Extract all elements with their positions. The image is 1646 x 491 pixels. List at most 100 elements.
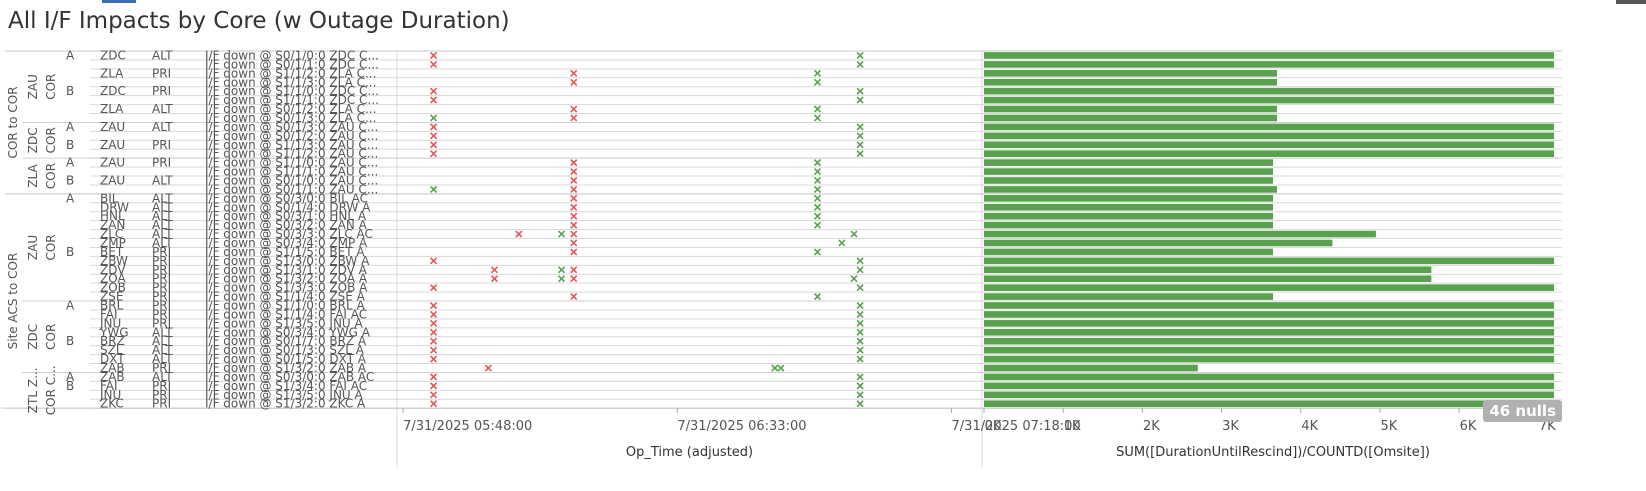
down-mark [429,123,438,131]
rescind-mark [813,185,822,193]
row-role-label: ALT [152,325,173,339]
down-mark [570,176,578,185]
down-mark [429,87,438,95]
rescind-mark [856,310,864,319]
rescind-mark [557,275,566,283]
rescind-mark [856,391,864,399]
row-role-label: ALT [152,173,173,187]
bar-x-axis-label: SUM([DurationUntilRescind])/COUNTD([Omsi… [1116,445,1430,460]
down-mark [490,275,499,283]
rescind-mark [429,114,438,122]
row-role-label: ALT [152,191,173,205]
row-role-label: PRI [152,84,171,98]
row-interface-label: I/F down @ S0/1/0:0 ZAU C... [205,173,378,187]
group-label: Site ACS to COR [6,253,20,350]
duration-bar [984,355,1555,363]
down-mark [429,328,438,336]
bar-chart [984,52,1555,408]
down-mark [429,301,438,310]
rescind-mark [557,266,566,274]
rescind-mark [777,364,785,372]
nulls-indicator[interactable]: 46 nulls [1483,400,1562,422]
row-role-label: PRI [152,66,171,80]
row-interface-label: I/F down @ S0/1/3:0 ZAU C... [205,120,378,134]
row-interface-label: I/F down @ S1/3/3:0 ZOB A [205,281,368,295]
x-tick-label: 7/31/2025 05:48:00 [403,419,532,434]
subgroup-label: COR C... [44,365,58,415]
rescind-mark [771,364,779,372]
row-role-label: ALT [152,200,173,214]
duration-bar [984,302,1555,309]
down-mark [429,373,438,381]
row-site-label: BRL [100,299,124,313]
rescind-mark [856,328,864,336]
row-ab-label: B [66,379,74,393]
row-site-label: DRW [100,200,129,214]
down-mark [570,69,578,77]
row-role-label: PRI [152,245,171,259]
subgroup-label: COR [44,74,58,100]
duration-bar [984,150,1555,157]
down-mark [570,266,578,274]
down-mark [429,51,438,60]
duration-bar [984,186,1277,193]
row-role-label: PRI [152,263,171,277]
duration-bar [984,382,1555,390]
duration-bar [984,391,1555,399]
duration-bar [984,141,1555,149]
row-ab-label: B [66,84,74,98]
group-label: COR to COR [6,86,20,158]
row-ab-label: A [66,48,75,62]
duration-bar [984,337,1555,345]
row-ab-label: A [66,120,75,134]
rescind-mark [813,159,822,167]
row-interface-label: I/F down @ S1/1/4:0 ZSE A [205,290,366,304]
down-mark [429,337,438,345]
row-ab-label: A [66,156,75,170]
rescind-mark [850,275,858,283]
row-interface-label: I/F down @ S1/3/5:0 JNU A [205,316,364,330]
row-site-label: FAI [100,307,118,321]
down-mark [570,221,578,229]
subgroup-label: ZDC [26,324,40,350]
row-interface-label: I/F down @ S0/3/0:0 ZAB AC [205,370,374,384]
row-interface-label: I/F down @ S1/1/2:0 ZAU C... [205,147,378,161]
duration-bar [984,123,1555,131]
rescind-mark [813,212,822,220]
duration-bar [984,239,1333,247]
row-site-label: ZAU [100,120,125,134]
row-interface-label: I/F down @ S1/1/3:0 ZLA C... [205,75,376,89]
row-site-label: ZAU [100,173,125,187]
row-site-label: ZKC [100,397,124,411]
subgroup-label: COR [44,324,58,350]
row-site-label: ZAB [100,361,125,375]
row-site-label: BIL [100,191,119,205]
scatter-plot [429,51,864,408]
row-site-label: ZDC [100,48,126,62]
down-mark [429,346,438,354]
down-mark [570,293,578,301]
row-role-label: ALT [152,218,173,232]
duration-bar [984,70,1277,77]
rescind-mark [856,337,864,345]
bar-tick-label: 4K [1301,419,1318,434]
axes: 7/31/2025 05:48:00 7/31/2025 06:33:00 7/31… [402,408,1556,460]
row-interface-label: I/F down @ S1/1/1:0 ZAU C... [205,165,378,179]
row-interface-label: I/F down @ S0/3/1:0 HNL A [205,209,367,223]
subgroup-label: COR [44,234,58,260]
down-mark [515,230,523,238]
row-role-label: PRI [152,316,171,330]
header-accent-mark [102,0,136,3]
row-interface-label: I/F down @ S0/1/3:0 SZL A [205,343,365,357]
row-ab-label: A [66,370,75,384]
rescind-mark [850,230,858,238]
rescind-mark [856,266,864,274]
row-site-label: HNL [100,209,125,223]
rescind-mark [557,230,566,238]
subgroup-label: COR [44,163,58,189]
down-mark [570,239,578,247]
down-mark [490,266,499,274]
rescind-mark [856,141,864,149]
down-mark [570,212,578,220]
row-interface-label: I/F down @ S0/3/4:0 YWG A [205,325,371,339]
